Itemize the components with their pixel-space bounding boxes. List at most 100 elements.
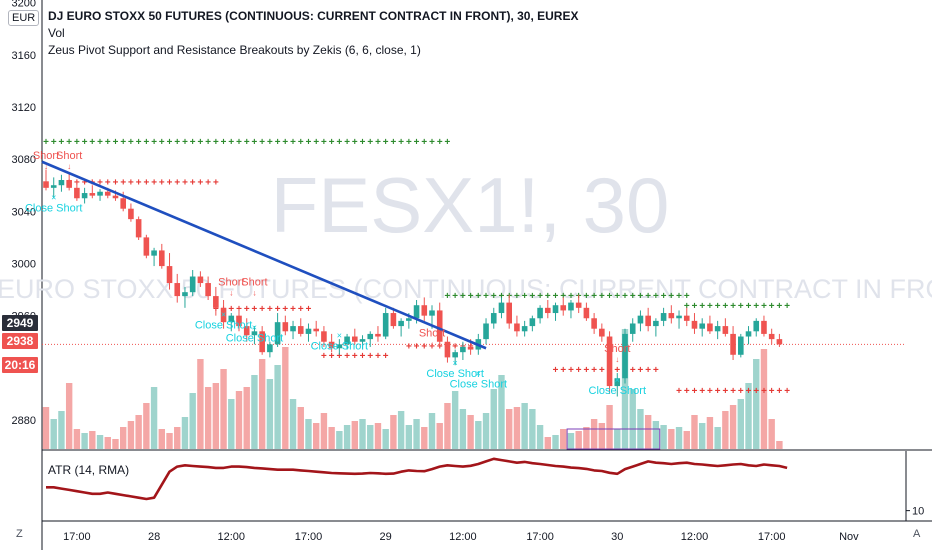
candle-body [514, 323, 520, 332]
candle-body [498, 302, 505, 314]
candle-body [321, 331, 327, 342]
legend-zeus-indicator[interactable]: Zeus Pivot Support and Resistance Breako… [48, 43, 421, 57]
volume-bar [544, 437, 551, 449]
support-marker: + [259, 305, 265, 316]
support-marker: + [576, 366, 582, 377]
resistance-marker: + [390, 138, 396, 149]
support-marker: + [282, 305, 288, 316]
resistance-marker: + [167, 138, 173, 149]
resistance-marker: + [251, 138, 257, 149]
candle-body [444, 341, 451, 358]
resistance-marker: + [630, 292, 636, 303]
resistance-marker: + [738, 302, 744, 313]
x-tick-label: 17:00 [526, 531, 554, 543]
resistance-marker: + [444, 138, 450, 149]
volume-bar [529, 409, 536, 449]
atr-line [46, 457, 788, 501]
resistance-marker: + [259, 138, 265, 149]
y-tick-label: 3200 [12, 0, 36, 10]
x-tick-label: 17:00 [63, 531, 91, 543]
support-marker: + [414, 343, 420, 354]
volume-bar [258, 359, 266, 449]
candle-body [591, 318, 597, 329]
close-short-signal-label: Close Short [195, 320, 252, 332]
close-short-signal-label: Close Short [426, 368, 483, 380]
resistance-marker: + [583, 292, 589, 303]
resistance-marker: + [746, 302, 752, 313]
support-marker: + [614, 366, 620, 377]
resistance-marker: + [82, 138, 88, 149]
volume-bar [150, 387, 158, 449]
volume-bar [760, 349, 768, 449]
support-marker: + [776, 387, 782, 398]
candle-body [460, 346, 466, 353]
volume-bar [289, 399, 297, 449]
resistance-marker: + [213, 138, 219, 149]
support-marker: + [437, 343, 443, 354]
volume-bar [598, 423, 606, 449]
volume-bar [675, 427, 683, 449]
volume-bar [722, 411, 729, 449]
support-marker: + [406, 343, 412, 354]
resistance-marker: + [637, 292, 643, 303]
volume-bar [50, 419, 57, 449]
candle-body [89, 193, 96, 196]
resistance-marker: + [684, 292, 690, 303]
volume-bar [166, 433, 173, 449]
chart-title[interactable]: DJ EURO STOXX 50 FUTURES (CONTINUOUS: CU… [48, 9, 579, 23]
resistance-marker: + [236, 138, 242, 149]
watermark-symbol: FESX1!, 30 [271, 161, 670, 249]
close-short-marker: × [51, 192, 56, 202]
support-marker: + [583, 366, 589, 377]
candle-body [722, 326, 729, 334]
candle-body [406, 318, 412, 321]
auto-scale-button[interactable]: A [913, 528, 921, 540]
volume-bar [243, 387, 250, 449]
candle-body [151, 250, 157, 256]
candle-body [352, 336, 358, 342]
volume-bar [127, 421, 135, 449]
resistance-marker: + [383, 138, 389, 149]
atr-legend[interactable]: ATR (14, RMA) [48, 463, 130, 477]
volume-bar [120, 427, 127, 449]
volume-bar [343, 425, 351, 449]
resistance-marker: + [437, 138, 443, 149]
candle-body [205, 283, 211, 297]
volume-bar [606, 405, 613, 449]
resistance-marker: + [228, 138, 234, 149]
candle-body [560, 305, 567, 311]
close-short-marker: × [615, 375, 620, 385]
resistance-marker: + [406, 138, 412, 149]
volume-bar [112, 439, 119, 449]
support-marker: + [769, 387, 775, 398]
candle-body [282, 322, 289, 332]
support-marker: + [684, 387, 690, 398]
legend-vol[interactable]: Vol [48, 26, 65, 40]
resistance-marker: + [522, 292, 528, 303]
candle-body [328, 341, 335, 349]
resistance-marker: + [43, 138, 49, 149]
resistance-marker: + [607, 292, 613, 303]
y-tick-label: 3040 [12, 206, 36, 218]
resistance-marker: + [105, 138, 111, 149]
currency-label[interactable]: EUR [8, 10, 40, 26]
resistance-marker: + [128, 138, 134, 149]
resistance-marker: + [761, 302, 767, 313]
resistance-marker: + [529, 292, 535, 303]
resistance-marker: + [352, 138, 358, 149]
resistance-marker: + [290, 138, 296, 149]
volume-bar [390, 415, 397, 449]
support-marker: + [746, 387, 752, 398]
resistance-marker: + [560, 292, 566, 303]
volume-bar [174, 427, 181, 449]
support-marker: + [715, 387, 721, 398]
candle-body [421, 305, 428, 316]
resistance-marker: + [568, 292, 574, 303]
volume-bar [621, 329, 629, 449]
volume-bar [475, 421, 482, 449]
support-marker: + [591, 366, 597, 377]
support-marker: + [275, 305, 281, 316]
zoom-button[interactable]: Z [16, 528, 23, 540]
resistance-marker: + [275, 138, 281, 149]
